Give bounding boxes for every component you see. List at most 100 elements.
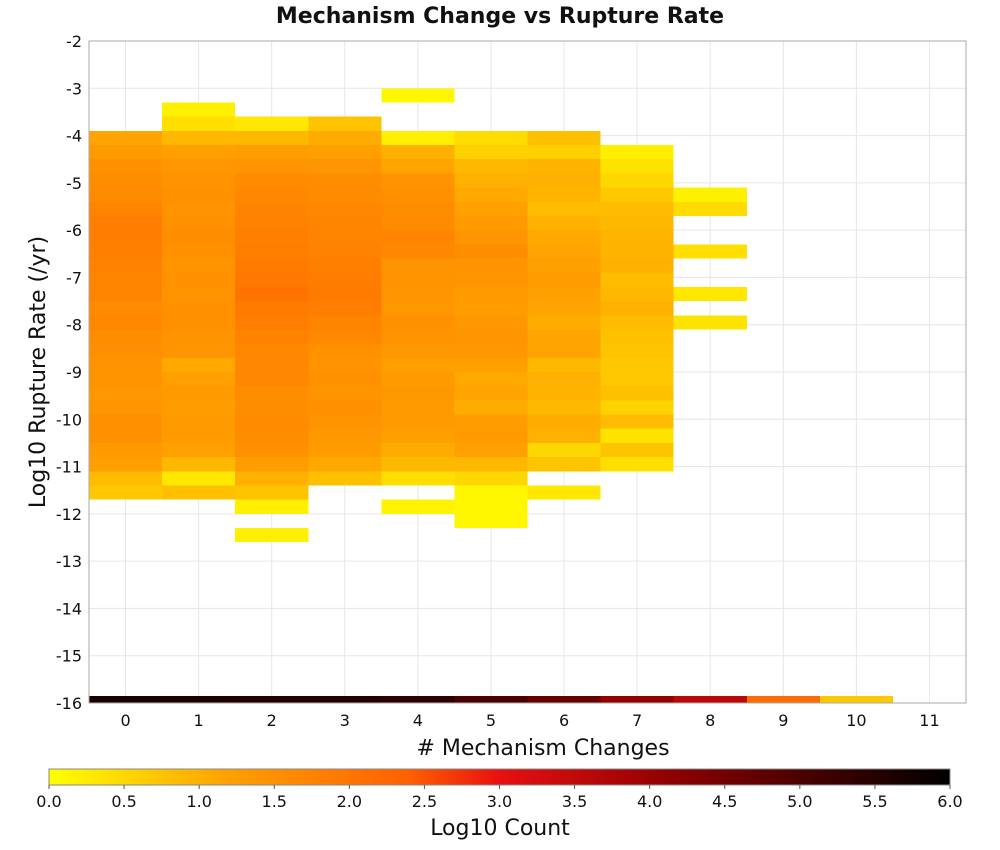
heatmap-cell xyxy=(381,201,455,216)
heatmap-cell xyxy=(527,230,601,245)
heatmap-cell xyxy=(162,244,236,259)
heatmap-cell xyxy=(162,442,236,458)
heatmap-cell xyxy=(600,414,674,429)
heatmap-cell xyxy=(308,272,382,287)
heatmap-cell xyxy=(308,343,382,358)
heatmap-cell xyxy=(600,329,674,344)
heatmap-cell xyxy=(308,400,382,415)
heatmap-cell xyxy=(454,230,528,245)
colorbar xyxy=(48,768,951,786)
y-tick-label: -10 xyxy=(56,410,82,429)
heatmap-cell xyxy=(673,244,747,259)
heatmap-cell xyxy=(454,315,528,330)
heatmap-cell xyxy=(600,272,674,287)
heatmap-cell xyxy=(527,343,601,358)
heatmap-cell xyxy=(308,230,382,245)
heatmap-cell xyxy=(89,201,163,216)
heatmap-cell xyxy=(89,258,163,273)
heatmap-cell xyxy=(235,258,309,273)
y-tick-label: -11 xyxy=(56,458,82,477)
heatmap-cell xyxy=(308,173,382,188)
heatmap-cell xyxy=(89,315,163,330)
heatmap-cell xyxy=(454,244,528,259)
heatmap-cell xyxy=(381,499,455,514)
heatmap-cell xyxy=(235,173,309,188)
heatmap-cell xyxy=(454,400,528,415)
x-tick-label: 11 xyxy=(919,711,939,730)
heatmap-cell xyxy=(89,400,163,415)
heatmap-cell xyxy=(235,145,309,160)
heatmap-cell xyxy=(162,471,236,486)
heatmap-cell xyxy=(162,116,236,131)
heatmap-cell xyxy=(235,159,309,174)
heatmap-cell xyxy=(162,372,236,387)
heatmap-cell xyxy=(235,301,309,316)
heatmap-cell-bottom xyxy=(235,695,309,703)
heatmap-cell xyxy=(527,329,601,344)
heatmap-cell xyxy=(89,442,163,458)
heatmap-cell xyxy=(308,258,382,273)
heatmap-cell xyxy=(235,230,309,245)
heatmap-cell xyxy=(89,414,163,429)
heatmap-cell xyxy=(89,301,163,316)
heatmap-cell xyxy=(600,343,674,358)
heatmap-cell xyxy=(527,457,601,472)
colorbar-tick-label: 0.5 xyxy=(111,792,136,811)
heatmap-cell xyxy=(235,343,309,358)
heatmap-cell xyxy=(308,428,382,443)
heatmap-cell xyxy=(89,471,163,486)
heatmap-cell xyxy=(308,357,382,372)
heatmap-cell xyxy=(235,315,309,330)
heatmap-cell xyxy=(89,428,163,443)
heatmap-cell xyxy=(454,173,528,188)
heatmap-cell xyxy=(454,215,528,231)
heatmap-cell xyxy=(381,301,455,316)
colorbar-tick-label: 4.0 xyxy=(637,792,662,811)
heatmap-cell xyxy=(162,201,236,216)
y-tick-label: -5 xyxy=(66,174,82,193)
heatmap-cell xyxy=(235,286,309,302)
heatmap-cell xyxy=(381,88,455,103)
heatmap-cell xyxy=(162,145,236,160)
heatmap-cell xyxy=(381,159,455,174)
heatmap-cell xyxy=(527,357,601,372)
heatmap-cell xyxy=(527,301,601,316)
heatmap-cell xyxy=(454,272,528,287)
heatmap-cell xyxy=(235,499,309,514)
colorbar-tick-label: 2.0 xyxy=(337,792,362,811)
colorbar-tick-label: 2.5 xyxy=(412,792,437,811)
heatmap-cell xyxy=(600,301,674,316)
heatmap-cell xyxy=(162,329,236,344)
heatmap-cell xyxy=(600,258,674,273)
heatmap-cell xyxy=(527,386,601,401)
heatmap-cell xyxy=(673,187,747,202)
heatmap-cell xyxy=(381,244,455,259)
heatmap-cell-bottom xyxy=(673,695,747,703)
heatmap-cell xyxy=(454,286,528,302)
heatmap-cell xyxy=(308,301,382,316)
heatmap-cell xyxy=(162,457,236,472)
y-tick-label: -6 xyxy=(66,221,82,240)
heatmap-cell xyxy=(162,102,236,117)
heatmap-cell xyxy=(600,230,674,245)
heatmap-cell xyxy=(89,230,163,245)
heatmap-cell xyxy=(162,400,236,415)
x-tick-labels: 0 1 2 3 4 5 6 7 8 9 10 11 xyxy=(120,711,939,730)
heatmap-cell xyxy=(600,286,674,302)
heatmap-cell xyxy=(600,173,674,188)
heatmap-cell xyxy=(527,414,601,429)
heatmap-cell xyxy=(527,286,601,302)
heatmap-cell xyxy=(162,357,236,372)
heatmap-cell xyxy=(162,414,236,429)
heatmap-cells xyxy=(89,88,893,703)
heatmap-cell xyxy=(381,230,455,245)
x-tick-label: 1 xyxy=(194,711,204,730)
heatmap-cell xyxy=(527,258,601,273)
heatmap-cell xyxy=(454,201,528,216)
heatmap-cell xyxy=(162,130,236,146)
heatmap-cell xyxy=(527,187,601,202)
heatmap-cell xyxy=(454,471,528,486)
colorbar-tick-label: 4.5 xyxy=(712,792,737,811)
x-tick-label: 4 xyxy=(413,711,423,730)
x-tick-label: 3 xyxy=(340,711,350,730)
